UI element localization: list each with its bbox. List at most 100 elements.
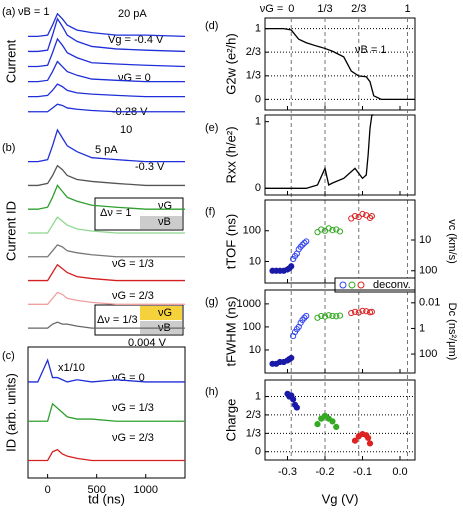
annotation: νG = 1/3 [112,258,154,270]
point [301,239,308,247]
annotation: (f) [205,206,215,218]
x-tick-label: -0.2 [316,466,335,478]
plot-frame [264,114,416,196]
y-tick-label: 10 [249,255,261,267]
plot-frame [264,379,416,461]
line-series [28,216,185,234]
y2-axis-label: vc (km/s) [446,219,458,264]
annotation: Δν = 1/3 [97,314,138,326]
nu-label: 1/3 [317,3,332,15]
plot-frame [264,289,416,374]
line-series [28,60,185,83]
y-tick-label: 1000 [237,298,261,310]
y-axis-label: tTOF (ns) [223,214,238,269]
annotation: νB [158,216,171,228]
y2-tick-label: 100 [419,348,437,360]
point [348,215,355,222]
line-series [28,103,185,113]
x-tick-label: 500 [88,484,106,496]
point [303,238,310,245]
point [336,312,344,319]
annotation: νB = 1 [355,44,387,56]
annotation: (a) [2,6,15,18]
legend-swatch [339,281,347,289]
line-series [28,164,185,187]
nu-label: 1 [404,3,410,15]
point [329,227,336,234]
point [359,210,366,218]
annotation: (c) [2,350,15,362]
annotation: νB = 1 [18,6,50,18]
point [303,312,310,320]
annotation: (b) [2,142,15,154]
y-axis-label: Current [3,39,18,83]
y-axis-label: tFWHM (ns) [223,296,238,366]
point [290,396,297,403]
line-series [28,17,186,53]
y-tick-label: 2/3 [246,46,261,58]
point [351,308,359,315]
y-axis-label: G2w (e²/h) [223,33,238,94]
point [336,228,344,235]
nu-title: νG = [260,3,284,15]
line-series [28,402,185,422]
point [318,226,325,233]
line-series [28,263,185,282]
nu-label: 2/3 [351,3,366,15]
y-tick-label: 100 [243,321,261,333]
point [321,313,329,320]
point [329,418,336,425]
annotation: 20 pA [118,8,147,20]
legend-swatch [357,281,365,289]
y-tick-label: 1 [255,23,261,35]
y-axis-label: Charge [223,399,238,442]
annotation: νG [158,307,172,319]
point [355,309,362,316]
y-tick-label: 1 [255,390,261,402]
point [318,312,325,320]
point [288,263,295,270]
point [329,312,336,320]
point [366,214,374,222]
point [314,421,321,428]
y2-tick-label: 10 [419,234,431,246]
point [359,307,366,314]
line-series [28,448,185,462]
line-series [28,128,185,163]
nu-label: 0 [288,3,294,15]
annotation: Δν = 1 [100,207,132,219]
annotation: νG = 2/3 [112,290,154,302]
point [333,313,340,320]
point [301,314,308,321]
annotation: (e) [205,122,218,134]
line-series [265,27,415,101]
legend-box [334,277,416,293]
x-tick-label: 0 [45,484,51,496]
point [365,434,372,442]
annotation: 10 [120,124,132,136]
plot-frame [264,17,416,111]
line-series [28,291,185,305]
annotation: νG [158,200,172,212]
x-axis-label: Vg (V) [322,491,359,506]
y-tick-label: 0 [255,446,261,458]
point [366,440,374,447]
y-tick-label: 100 [243,225,261,237]
x-tick-label: 0.0 [392,466,407,478]
point [288,354,295,362]
line-series [28,358,185,383]
y-axis-label: ID (arb. units) [3,373,18,452]
x-tick-label: -0.3 [278,466,297,478]
annotation: x1/10 [58,362,85,374]
y-axis-label: Rxx (h/e²) [223,126,238,183]
y-tick-label: 2/3 [246,409,261,421]
annotation: Vg = -0.4 V [108,34,164,46]
y-tick-label: 0 [255,93,261,105]
annotation: (h) [205,386,218,398]
annotation: (d) [205,20,218,32]
point [299,241,306,248]
legend-swatch [348,281,356,289]
line-series [28,37,186,68]
inset-fill [140,306,182,320]
